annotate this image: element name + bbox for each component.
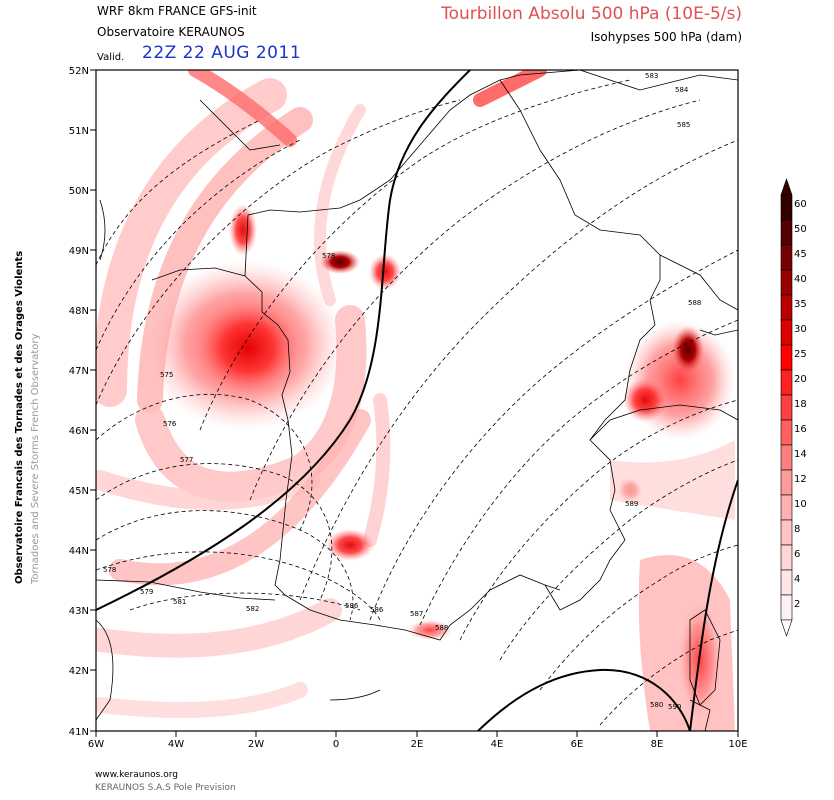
colorbar-cell — [780, 419, 793, 446]
bold-isohypses — [96, 70, 738, 731]
contour-label: 585 — [677, 121, 690, 129]
lat-tick-label: 42N — [69, 666, 89, 677]
contour-label: 587 — [410, 610, 423, 618]
colorbar-label: 50 — [794, 224, 807, 235]
colorbar-cell — [780, 569, 793, 596]
colorbar: 60 50 45 40 35 30 25 20 18 16 14 12 10 8… — [780, 178, 807, 637]
contour-label: 581 — [173, 598, 186, 606]
lat-tick-label: 50N — [69, 186, 89, 197]
model-run-label: WRF 8km FRANCE GFS-init — [97, 4, 257, 18]
contour-label: 584 — [675, 86, 689, 94]
contour-label: 589 — [625, 500, 638, 508]
colorbar-cell — [780, 294, 793, 321]
map-subtitle: Isohypses 500 hPa (dam) — [590, 30, 742, 44]
lon-tick-label: 10E — [728, 739, 747, 750]
contour-label: 578 — [322, 252, 335, 260]
colorbar-label: 45 — [794, 249, 807, 260]
vorticity-shading — [96, 70, 735, 731]
lon-tick-label: 6E — [571, 739, 584, 750]
contour-label: 577 — [180, 456, 193, 464]
colorbar-label: 25 — [794, 349, 807, 360]
lat-tick-label: 44N — [69, 546, 89, 557]
colorbar-label: 10 — [794, 499, 807, 510]
colorbar-cell — [780, 369, 793, 396]
lon-tick-label: 2E — [411, 739, 424, 750]
contour-label: 588 — [688, 299, 701, 307]
lon-tick-label: 4E — [491, 739, 504, 750]
contour-label: 580 — [650, 701, 663, 709]
valid-label: Valid. — [97, 52, 125, 63]
colorbar-cells — [780, 178, 793, 637]
colorbar-label: 14 — [794, 449, 807, 460]
colorbar-max-arrow — [780, 178, 793, 196]
latitude-axis: 52N 51N 50N 49N 48N 47N 46N 45N 44N 43N … — [69, 66, 96, 738]
lon-tick-label: 8E — [651, 739, 664, 750]
colorbar-cell — [780, 344, 793, 371]
lat-tick-label: 46N — [69, 426, 89, 437]
map-title: Tourbillon Absolu 500 hPa (10E-5/s) — [441, 4, 742, 24]
lat-tick-label: 48N — [69, 306, 89, 317]
colorbar-label: 60 — [794, 199, 807, 210]
colorbar-label: 20 — [794, 374, 807, 385]
colorbar-label: 8 — [794, 524, 800, 535]
colorbar-label: 6 — [794, 549, 800, 560]
valid-datetime: 22Z 22 AUG 2011 — [142, 43, 302, 63]
lat-tick-label: 43N — [69, 606, 89, 617]
lon-tick-label: 2W — [248, 739, 264, 750]
country-borders — [96, 70, 738, 731]
colorbar-min-arrow — [780, 619, 793, 637]
colorbar-cell — [780, 519, 793, 546]
lat-tick-label: 41N — [69, 727, 89, 738]
colorbar-cell — [780, 594, 793, 621]
contour-label: 576 — [163, 420, 177, 428]
colorbar-cell — [780, 219, 793, 246]
contour-label: 583 — [645, 72, 658, 80]
colorbar-labels: 60 50 45 40 35 30 25 20 18 16 14 12 10 8… — [794, 199, 807, 610]
colorbar-label: 12 — [794, 474, 807, 485]
colorbar-label: 4 — [794, 574, 800, 585]
colorbar-cell — [780, 269, 793, 296]
colorbar-cell — [780, 319, 793, 346]
footer-website: www.keraunos.org — [95, 770, 178, 780]
contour-label: 588 — [435, 624, 448, 632]
contour-label: 582 — [246, 605, 259, 613]
colorbar-label: 18 — [794, 399, 807, 410]
colorbar-cell — [780, 494, 793, 521]
isohypse-contours — [96, 79, 738, 726]
colorbar-label: 35 — [794, 299, 807, 310]
lon-tick-label: 6W — [88, 739, 104, 750]
contour-label: 575 — [160, 371, 173, 379]
longitude-axis: 6W 4W 2W 0 2E 4E 6E 8E 10E — [88, 731, 748, 750]
contour-label: 579 — [140, 588, 153, 596]
contour-labels: 575 576 577 578 578 579 580 581 582 583 … — [103, 72, 701, 711]
colorbar-cell — [780, 469, 793, 496]
contour-label: 590 — [668, 703, 681, 711]
lat-tick-label: 45N — [69, 486, 89, 497]
lon-tick-label: 4W — [168, 739, 184, 750]
footer-company: KERAUNOS S.A.S Pole Prevision — [95, 783, 236, 793]
lon-tick-label: 0 — [333, 739, 339, 750]
colorbar-cell — [780, 544, 793, 571]
colorbar-label: 30 — [794, 324, 807, 335]
observatory-label: Observatoire KERAUNOS — [97, 25, 245, 39]
colorbar-label: 40 — [794, 274, 807, 285]
lat-tick-label: 49N — [69, 246, 89, 257]
contour-label: 578 — [103, 566, 116, 574]
lat-tick-label: 52N — [69, 66, 89, 77]
colorbar-cell — [780, 194, 793, 221]
colorbar-cell — [780, 394, 793, 421]
contour-label: 586 — [345, 602, 359, 610]
colorbar-label: 16 — [794, 424, 807, 435]
colorbar-cell — [780, 444, 793, 471]
contour-label: 586 — [370, 606, 384, 614]
colorbar-cell — [780, 244, 793, 271]
lat-tick-label: 51N — [69, 126, 89, 137]
lat-tick-label: 47N — [69, 366, 89, 377]
colorbar-label: 2 — [794, 599, 800, 610]
